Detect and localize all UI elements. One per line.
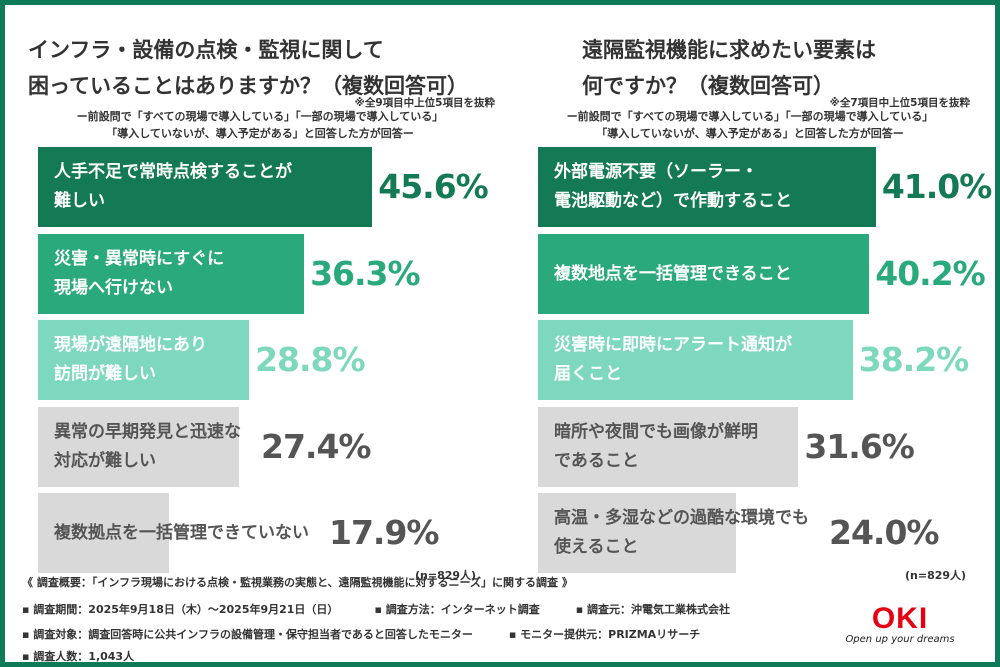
data-label: 45.6% bbox=[378, 167, 488, 206]
bar: 高温・多湿などの過酷な環境でも 使えること bbox=[538, 493, 809, 573]
bar-label-line: 使えること bbox=[554, 537, 639, 557]
chart-subtitle-line: 「導入していないが、導入予定がある」と回答した方が回答ー bbox=[596, 127, 904, 140]
chart-title-line: 困っていることはありますか？（複数回答可） bbox=[28, 74, 468, 98]
sample-size: (n=829人) bbox=[905, 569, 967, 582]
data-label: 24.0% bbox=[829, 513, 939, 552]
data-label: 28.8% bbox=[255, 340, 365, 379]
bar-label-line: 電池駆動など）で作動すること bbox=[554, 191, 792, 211]
bar-label-line: 災害時に即時にアラート通知が bbox=[554, 335, 792, 355]
bar-label-line: 災害・異常時にすぐに bbox=[54, 249, 225, 269]
data-label: 27.4% bbox=[261, 427, 371, 466]
data-label: 38.2% bbox=[858, 340, 969, 379]
bar-label-line: 複数拠点を一括管理できていない bbox=[54, 522, 309, 543]
bar-label: 暗所や夜間でも画像が鮮明 であること bbox=[554, 418, 758, 476]
chart-title-line: 何ですか？（複数回答可） bbox=[582, 74, 834, 98]
bar-label: 複数拠点を一括管理できていない bbox=[54, 519, 309, 548]
bar-label: 災害・異常時にすぐに 現場へ行けない bbox=[54, 245, 224, 303]
chart-subtitle-line: 「導入していないが、導入予定がある」と回答した方が回答ー bbox=[106, 127, 414, 140]
bar-label: 人手不足で常時点検することが 難しい bbox=[54, 158, 292, 216]
bar: 現場が遠隔地にあり 訪問が難しい bbox=[38, 320, 250, 400]
bar-label-line: であること bbox=[554, 451, 639, 471]
survey-source: ▪ 調査元：沖電気工業株式会社 bbox=[575, 603, 731, 616]
logo-mark: OKI bbox=[871, 602, 929, 635]
bar: 異常の早期発見と迅速な 対応が難しい bbox=[38, 407, 241, 487]
bar-label: 異常の早期発見と迅速な 対応が難しい bbox=[54, 418, 241, 476]
bar-label-line: 届くこと bbox=[554, 364, 622, 384]
bar-label-line: 高温・多湿などの過酷な環境でも bbox=[554, 508, 809, 528]
bar: 暗所や夜間でも画像が鮮明 であること bbox=[538, 407, 799, 487]
bar: 災害時に即時にアラート通知が 届くこと bbox=[538, 320, 853, 400]
chart-subtitle-line: ー前設問で「すべての現場で導入している」「一部の現場で導入している」 bbox=[76, 110, 444, 123]
data-label: 36.3% bbox=[310, 254, 420, 293]
bar-label: 高温・多湿などの過酷な環境でも 使えること bbox=[554, 504, 809, 562]
bar-label-line: 難しい bbox=[54, 191, 105, 211]
bar-label-line: 外部電源不要（ソーラー・ bbox=[554, 162, 758, 182]
bar-label-line: 人手不足で常時点検することが bbox=[54, 162, 292, 182]
data-label: 17.9% bbox=[329, 513, 439, 552]
logo-tagline: Open up your dreams bbox=[845, 634, 955, 645]
chart-title-line: 遠隔監視機能に求めたい要素は bbox=[582, 38, 876, 62]
bar: 複数地点を一括管理できること bbox=[538, 234, 870, 314]
data-label: 31.6% bbox=[804, 427, 914, 466]
chart-note: ※全9項目中上位5項目を抜粋 bbox=[354, 97, 495, 109]
bar-label: 災害時に即時にアラート通知が 届くこと bbox=[554, 331, 792, 389]
chart-title-line: インフラ・設備の点検・監視に関して bbox=[28, 38, 384, 62]
survey-period: ▪ 調査期間：2025年9月18日（木）～2025年9月21日（日） bbox=[22, 603, 339, 616]
data-label: 41.0% bbox=[881, 167, 992, 206]
survey-target: ▪ 調査対象：調査回答時に公共インフラの設備管理・保守担当者であると回答したモニ… bbox=[22, 628, 473, 641]
chart-subtitle-line: ー前設問で「すべての現場で導入している」「一部の現場で導入している」 bbox=[566, 110, 934, 123]
bar: 人手不足で常時点検することが 難しい bbox=[38, 147, 373, 227]
chart-note: ※全7項目中上位5項目を抜粋 bbox=[829, 97, 970, 109]
bar-label: 現場が遠隔地にあり 訪問が難しい bbox=[54, 331, 207, 389]
bar-label-line: 対応が難しい bbox=[54, 451, 156, 471]
survey-count: ▪ 調査人数：1,043人 bbox=[22, 650, 135, 663]
bar-label-line: 暗所や夜間でも画像が鮮明 bbox=[554, 422, 758, 442]
survey-info-row-1: ▪ 調査期間：2025年9月18日（木）～2025年9月21日（日） ▪ 調査方法… bbox=[22, 601, 766, 617]
bar: 複数拠点を一括管理できていない bbox=[38, 493, 309, 573]
survey-overview: 《 調査概要：「インフラ現場における点検・監視業務の実態と、遠隔監視機能に対する… bbox=[22, 576, 573, 589]
bar: 災害・異常時にすぐに 現場へ行けない bbox=[38, 234, 305, 314]
bar: 外部電源不要（ソーラー・電池駆動など）で作動すること bbox=[538, 147, 876, 227]
oki-logo: OKI Open up your dreams bbox=[838, 602, 962, 646]
data-label: 40.2% bbox=[875, 254, 985, 293]
bar-label: 外部電源不要（ソーラー・電池駆動など）で作動すること bbox=[554, 158, 792, 216]
bar-label-line: 現場が遠隔地にあり bbox=[54, 335, 207, 355]
bar-label-line: 現場へ行けない bbox=[54, 278, 173, 298]
bar-label-line: 複数地点を一括管理できること bbox=[554, 263, 792, 284]
bar-label-line: 異常の早期発見と迅速な bbox=[54, 422, 241, 442]
bar-label-line: 訪問が難しい bbox=[54, 364, 156, 384]
survey-provider: ▪ モニター提供元：PRIZMAリサーチ bbox=[508, 628, 701, 641]
survey-method: ▪ 調査方法：インターネット調査 bbox=[374, 603, 540, 616]
survey-info-row-2: ▪ 調査対象：調査回答時に公共インフラの設備管理・保守担当者であると回答したモニ… bbox=[22, 626, 736, 642]
bar-label: 複数地点を一括管理できること bbox=[554, 260, 792, 289]
sample-size: (n=829人) bbox=[415, 569, 477, 582]
